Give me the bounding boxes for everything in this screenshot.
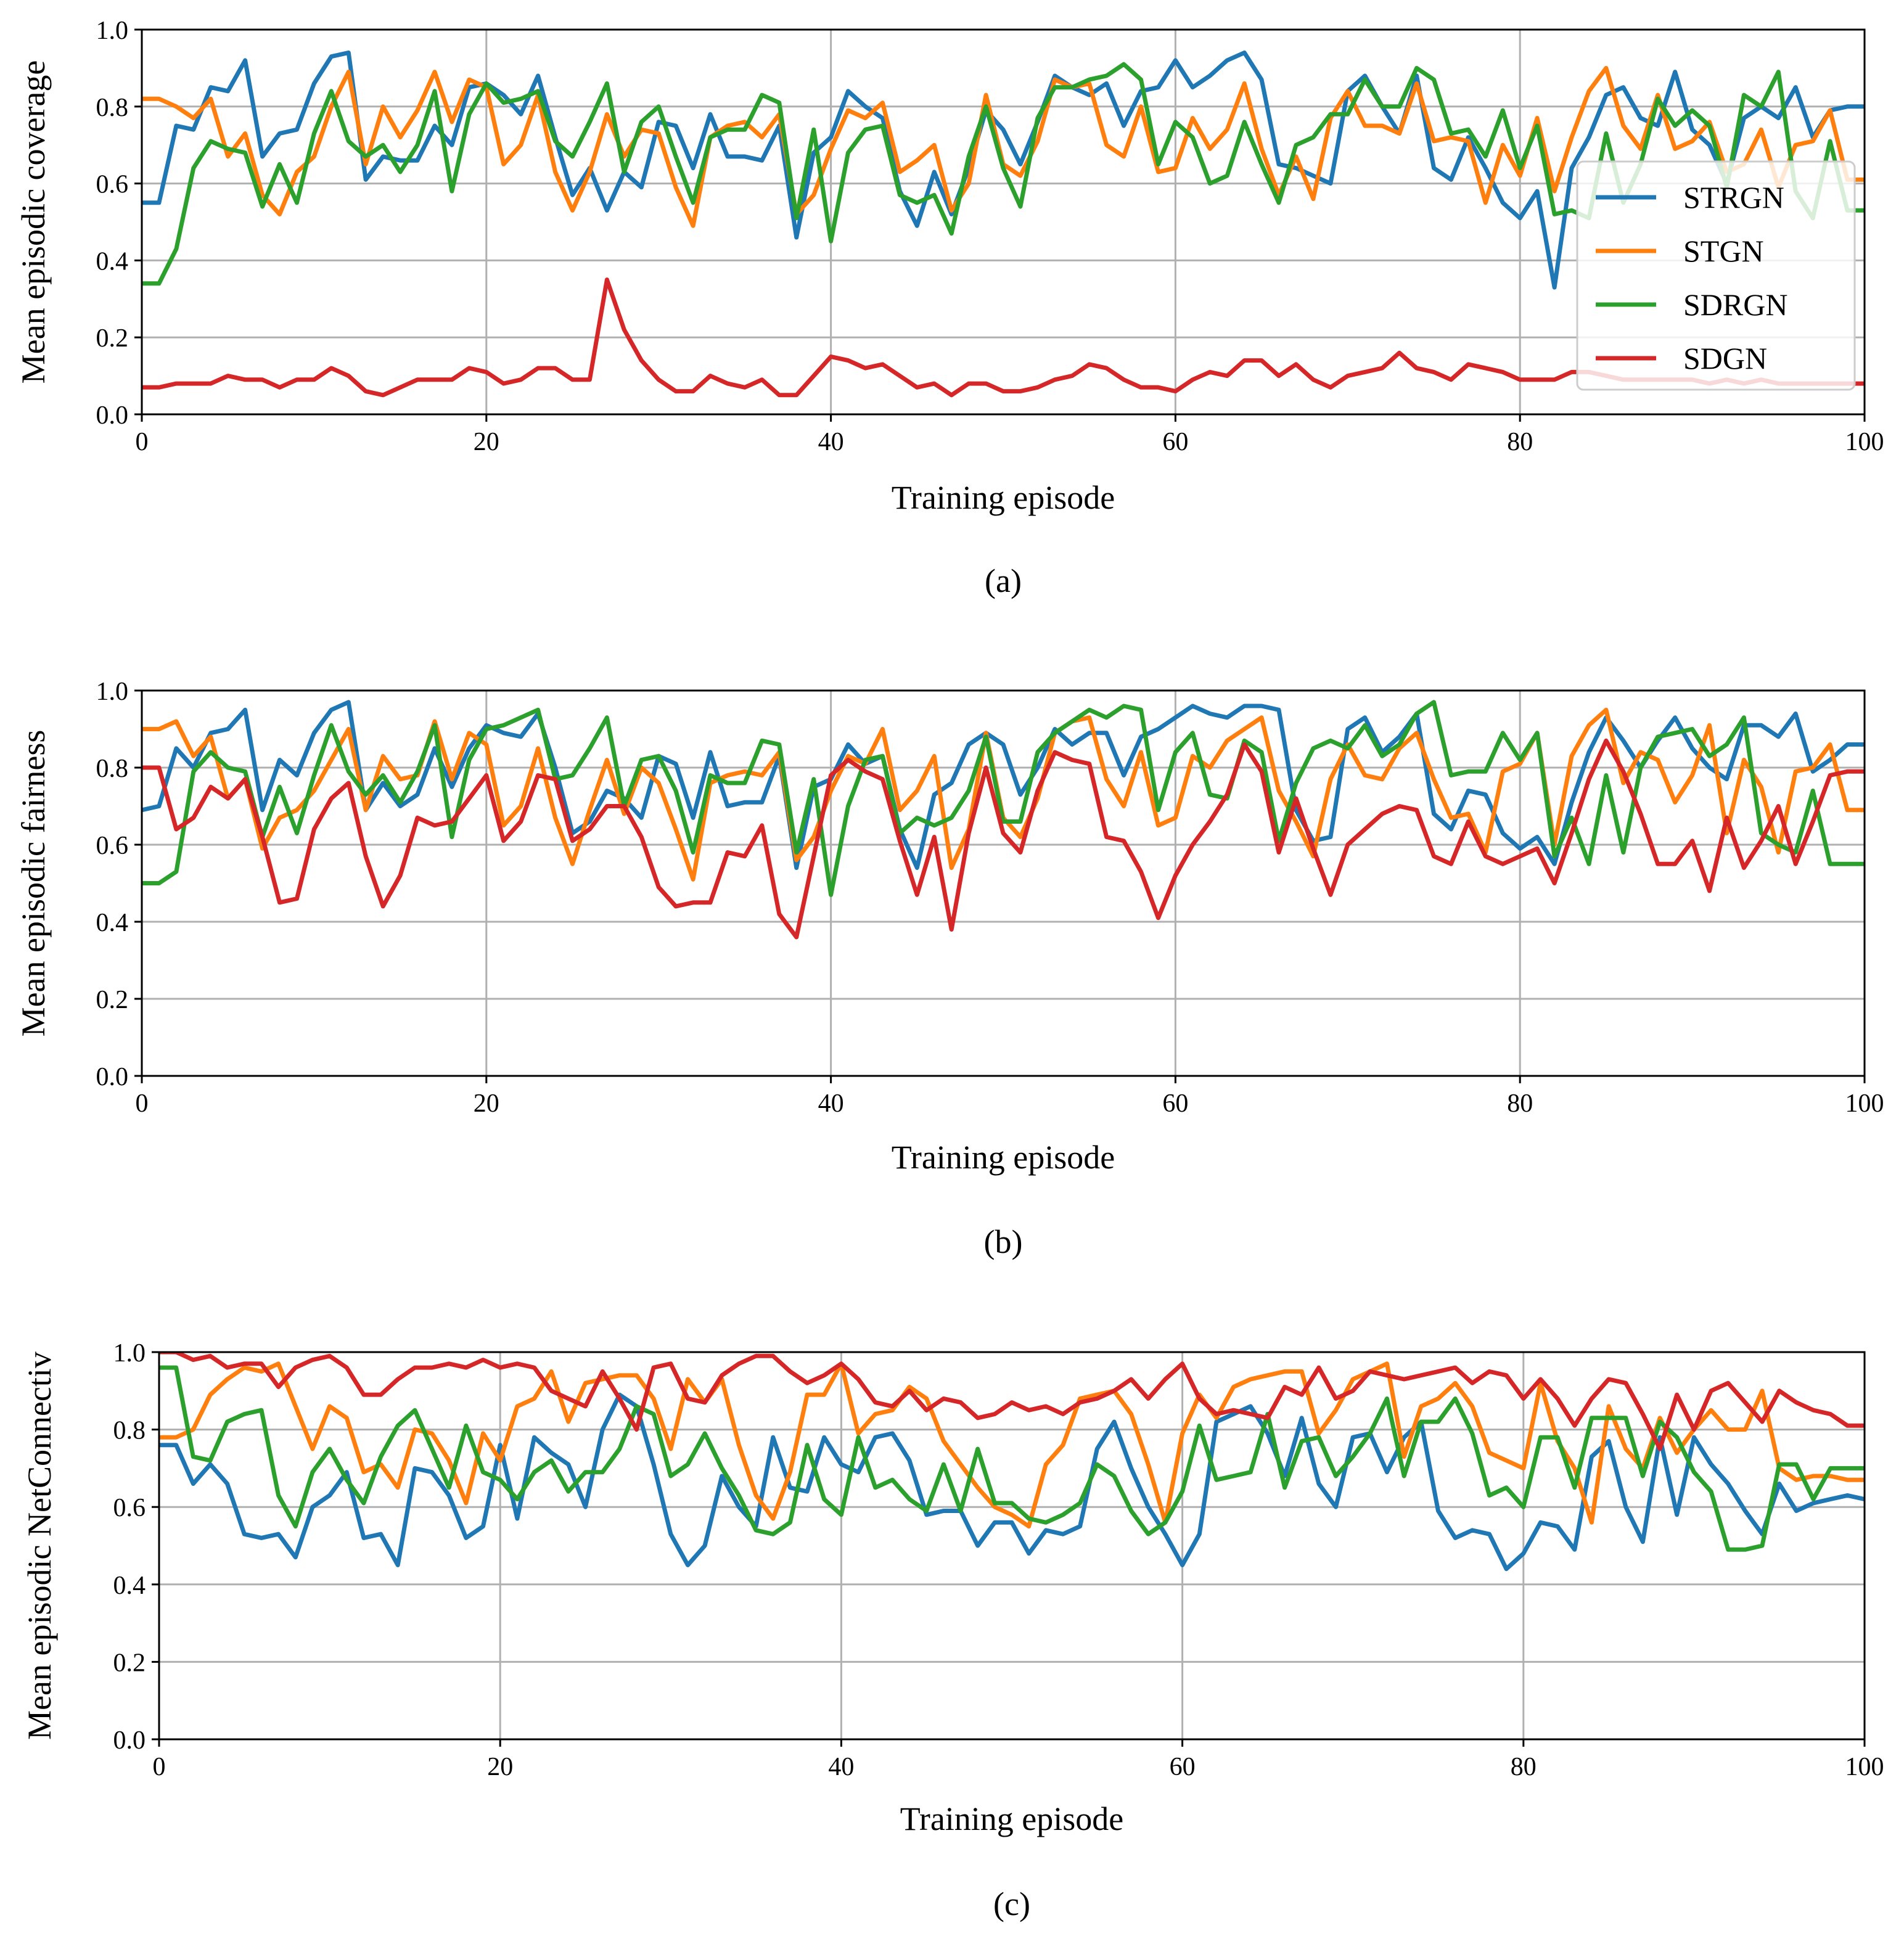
y-tick-label: 1.0 [96,17,129,45]
series-line-stgn [142,707,1865,882]
y-tick-label: 0.6 [96,171,129,199]
y-axis-label: Mean episodic coverage [15,60,52,384]
x-tick-label: 20 [474,428,499,456]
x-tick-label: 60 [1162,1089,1188,1118]
series-line-sdrgn [142,700,1865,897]
x-tick-label: 40 [828,1753,854,1781]
legend-label-strgn: STRGN [1683,180,1784,215]
x-tick-label: 80 [1511,1753,1537,1781]
x-tick-label: 40 [818,1089,844,1118]
x-tick-label: 20 [487,1753,513,1781]
y-tick-label: 0.2 [113,1649,146,1677]
legend-label-sdgn: SDGN [1683,341,1767,375]
x-tick-label: 100 [1845,428,1884,456]
x-tick-label: 0 [153,1753,166,1781]
legend: STRGN STGN SDRGN SDGN [1576,160,1856,391]
chart-panel-1: 0 20 40 60 80 100 0.0 0.2 0.4 0.6 0.8 1.0 Training e… [15,17,1884,599]
series-line-stgn [159,1361,1865,1529]
x-tick-label: 100 [1845,1089,1884,1118]
y-tick-label: 0.6 [96,832,129,860]
series-line-strgn [142,50,1865,290]
panel-caption: (a) [985,562,1022,599]
axes-frame [141,689,1866,1077]
y-tick-label: 0.4 [113,1572,146,1600]
y-tick-label: 0.2 [96,986,129,1014]
panel-caption: (c) [993,1885,1030,1922]
legend-label-sdrgn: SDRGN [1683,287,1787,322]
series-line-sdrgn [159,1365,1865,1552]
series-line-strgn [142,700,1865,870]
series-line-strgn [159,1392,1865,1572]
y-axis-label: Mean episodic fairness [15,730,52,1037]
y-axis-label: Mean episodic NetConnectiv [21,1351,58,1740]
y-tick-label: 0.0 [96,401,129,430]
axes-frame [141,28,1866,416]
x-tick-label: 0 [136,1089,149,1118]
y-tick-label: 1.0 [113,1339,146,1368]
y-tick-label: 0.0 [113,1726,146,1755]
y-tick-label: 0.8 [113,1417,146,1445]
x-tick-label: 0 [136,428,149,456]
chart-panel-2: 0 20 40 60 80 100 0.0 0.2 0.4 0.6 0.8 1.0 Training e… [15,678,1884,1260]
x-axis-label: Training episode [892,1139,1115,1176]
x-axis-label: Training episode [892,479,1115,516]
series-line-sdgn [159,1352,1865,1451]
series-line-sdgn [142,738,1865,940]
y-tick-label: 0.2 [96,324,129,353]
x-tick-label: 40 [818,428,844,456]
x-tick-label: 20 [474,1089,499,1118]
x-tick-label: 100 [1845,1753,1884,1781]
x-tick-label: 80 [1507,1089,1533,1118]
x-axis-label: Training episode [900,1800,1124,1837]
y-tick-label: 0.6 [113,1494,146,1522]
y-tick-label: 0.0 [96,1063,129,1091]
y-tick-label: 0.4 [96,247,129,276]
legend-box [1576,160,1856,391]
y-tick-label: 1.0 [96,678,129,706]
y-tick-label: 0.8 [96,755,129,783]
axes-frame [158,1351,1866,1741]
chart-panel-3: 0 20 40 60 80 100 0.0 0.2 0.4 0.6 0.8 1.0 Training e… [21,1339,1884,1922]
x-tick-label: 60 [1170,1753,1196,1781]
legend-label-stgn: STGN [1683,234,1764,268]
x-tick-label: 60 [1162,428,1188,456]
x-tick-label: 80 [1507,428,1533,456]
y-tick-label: 0.8 [96,94,129,122]
panel-caption: (b) [984,1223,1023,1260]
y-tick-label: 0.4 [96,909,129,937]
